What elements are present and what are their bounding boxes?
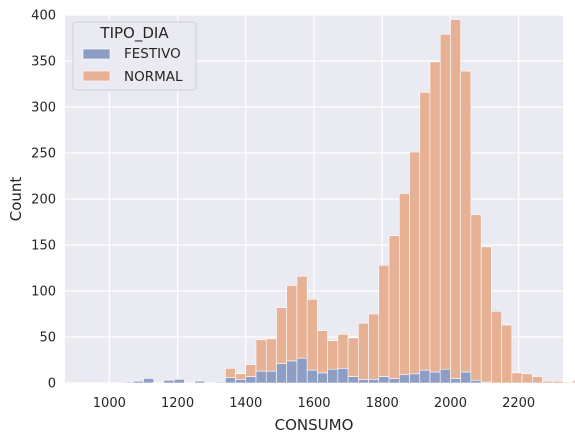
y-tick-labels: 0 50 100 150 200 250 300 350 400 bbox=[31, 9, 56, 392]
histogram-bar-festivo bbox=[122, 381, 134, 384]
histogram-bar-normal bbox=[398, 193, 410, 376]
histogram-bar-normal bbox=[491, 310, 502, 384]
histogram-bar-festivo bbox=[143, 378, 154, 384]
x-tick-label: 2000 bbox=[434, 396, 467, 411]
x-axis-label: CONSUMO bbox=[275, 416, 354, 434]
histogram-bar-festivo bbox=[235, 379, 247, 384]
histogram-bar-normal bbox=[450, 19, 461, 379]
histogram-bar-normal bbox=[552, 380, 564, 384]
histogram-bar-festivo bbox=[347, 376, 359, 384]
histogram-bar-normal bbox=[460, 70, 472, 373]
x-tick-label: 1800 bbox=[366, 396, 399, 411]
histogram-bar-festivo bbox=[296, 357, 308, 384]
histogram-bar-festivo bbox=[327, 368, 339, 384]
y-tick-label: 350 bbox=[31, 55, 56, 70]
y-tick-label: 0 bbox=[48, 377, 56, 392]
x-tick-labels: 1000 1200 1400 1600 1800 2000 2200 bbox=[93, 396, 535, 411]
histogram-bar-normal bbox=[347, 337, 359, 377]
legend: TIPO_DIA FESTIVO NORMAL bbox=[72, 21, 197, 91]
x-tick-label: 1000 bbox=[93, 396, 126, 411]
histogram-bar-festivo bbox=[419, 369, 431, 384]
histogram-bar-normal bbox=[327, 340, 339, 370]
histogram-bar-normal bbox=[480, 246, 492, 383]
legend-label-normal: NORMAL bbox=[124, 69, 183, 85]
histogram-bar-festivo bbox=[173, 379, 185, 384]
y-tick-label: 200 bbox=[31, 193, 56, 208]
legend-label-festivo: FESTIVO bbox=[124, 46, 181, 62]
histogram-bar-normal bbox=[358, 322, 369, 380]
histogram-bar-normal bbox=[532, 376, 543, 384]
histogram-bar-festivo bbox=[255, 370, 267, 384]
x-tick-label: 2200 bbox=[502, 396, 535, 411]
x-tick-label: 1600 bbox=[297, 396, 330, 411]
histogram-bar-normal bbox=[521, 373, 533, 384]
histogram-bars bbox=[122, 19, 575, 384]
histogram-bar-festivo bbox=[214, 381, 226, 384]
histogram-bar-festivo bbox=[163, 379, 175, 384]
histogram-bar-normal bbox=[419, 91, 431, 371]
histogram-bar-normal bbox=[501, 324, 513, 384]
histogram-bar-festivo bbox=[132, 380, 144, 384]
histogram-bar-festivo bbox=[194, 380, 206, 384]
histogram-bar-normal bbox=[470, 214, 482, 381]
histogram-bar-normal bbox=[511, 372, 523, 384]
histogram-bar-festivo bbox=[398, 374, 410, 384]
histogram-bar-normal bbox=[388, 235, 400, 379]
histogram-bar-festivo bbox=[225, 377, 236, 384]
y-tick-label: 150 bbox=[31, 239, 56, 254]
histogram-bar-festivo bbox=[439, 368, 451, 384]
histogram-bar-normal bbox=[265, 338, 277, 372]
histogram-bar-normal bbox=[337, 333, 349, 369]
legend-swatch-festivo bbox=[82, 48, 111, 60]
histogram-bar-festivo bbox=[450, 378, 461, 384]
histogram-bar-normal bbox=[368, 313, 380, 380]
x-tick-label: 1400 bbox=[229, 396, 262, 411]
y-tick-label: 300 bbox=[31, 101, 56, 116]
y-tick-label: 250 bbox=[31, 147, 56, 162]
legend-title: TIPO_DIA bbox=[99, 24, 169, 43]
histogram-bar-festivo bbox=[460, 371, 472, 384]
histogram-bar-normal bbox=[286, 285, 298, 362]
y-tick-label: 50 bbox=[39, 331, 56, 346]
histogram-bar-festivo bbox=[276, 363, 288, 384]
histogram-bar-festivo bbox=[306, 369, 318, 384]
histogram-bar-normal bbox=[225, 367, 236, 378]
histogram-bar-normal bbox=[317, 330, 328, 374]
histogram-bar-festivo bbox=[265, 370, 277, 384]
y-tick-label: 100 bbox=[31, 285, 56, 300]
histogram-bar-normal bbox=[235, 373, 247, 380]
histogram-bar-normal bbox=[409, 151, 421, 375]
histogram-bar-festivo bbox=[429, 371, 441, 384]
x-tick-label: 1200 bbox=[161, 396, 194, 411]
histogram-bar-normal bbox=[255, 339, 267, 372]
histogram-bar-festivo bbox=[317, 372, 328, 384]
histogram-bar-normal bbox=[429, 61, 441, 373]
histogram-bar-festivo bbox=[286, 360, 298, 384]
histogram-bar-festivo bbox=[378, 376, 390, 384]
histogram-bar-festivo bbox=[470, 379, 482, 384]
y-axis-label: Count bbox=[7, 177, 25, 222]
histogram-bar-festivo bbox=[337, 367, 349, 384]
histogram-bar-normal bbox=[306, 298, 318, 371]
histogram-bar-festivo bbox=[409, 373, 421, 384]
y-tick-label: 400 bbox=[31, 9, 56, 24]
histogram-bar-normal bbox=[439, 34, 451, 370]
histogram-bar-normal bbox=[296, 275, 308, 359]
legend-swatch-normal bbox=[82, 70, 111, 82]
histogram-bar-normal bbox=[245, 364, 257, 377]
histogram-bar-festivo bbox=[368, 379, 380, 384]
histogram-bar-normal bbox=[562, 381, 574, 384]
histogram-bar-normal bbox=[276, 307, 288, 364]
histogram-bar-normal bbox=[572, 379, 575, 384]
histogram-bar-festivo bbox=[388, 378, 400, 384]
histogram-bar-normal bbox=[542, 380, 554, 384]
histogram-bar-festivo bbox=[245, 376, 257, 384]
histogram-bar-festivo bbox=[358, 379, 369, 384]
histogram-bar-normal bbox=[378, 264, 390, 377]
